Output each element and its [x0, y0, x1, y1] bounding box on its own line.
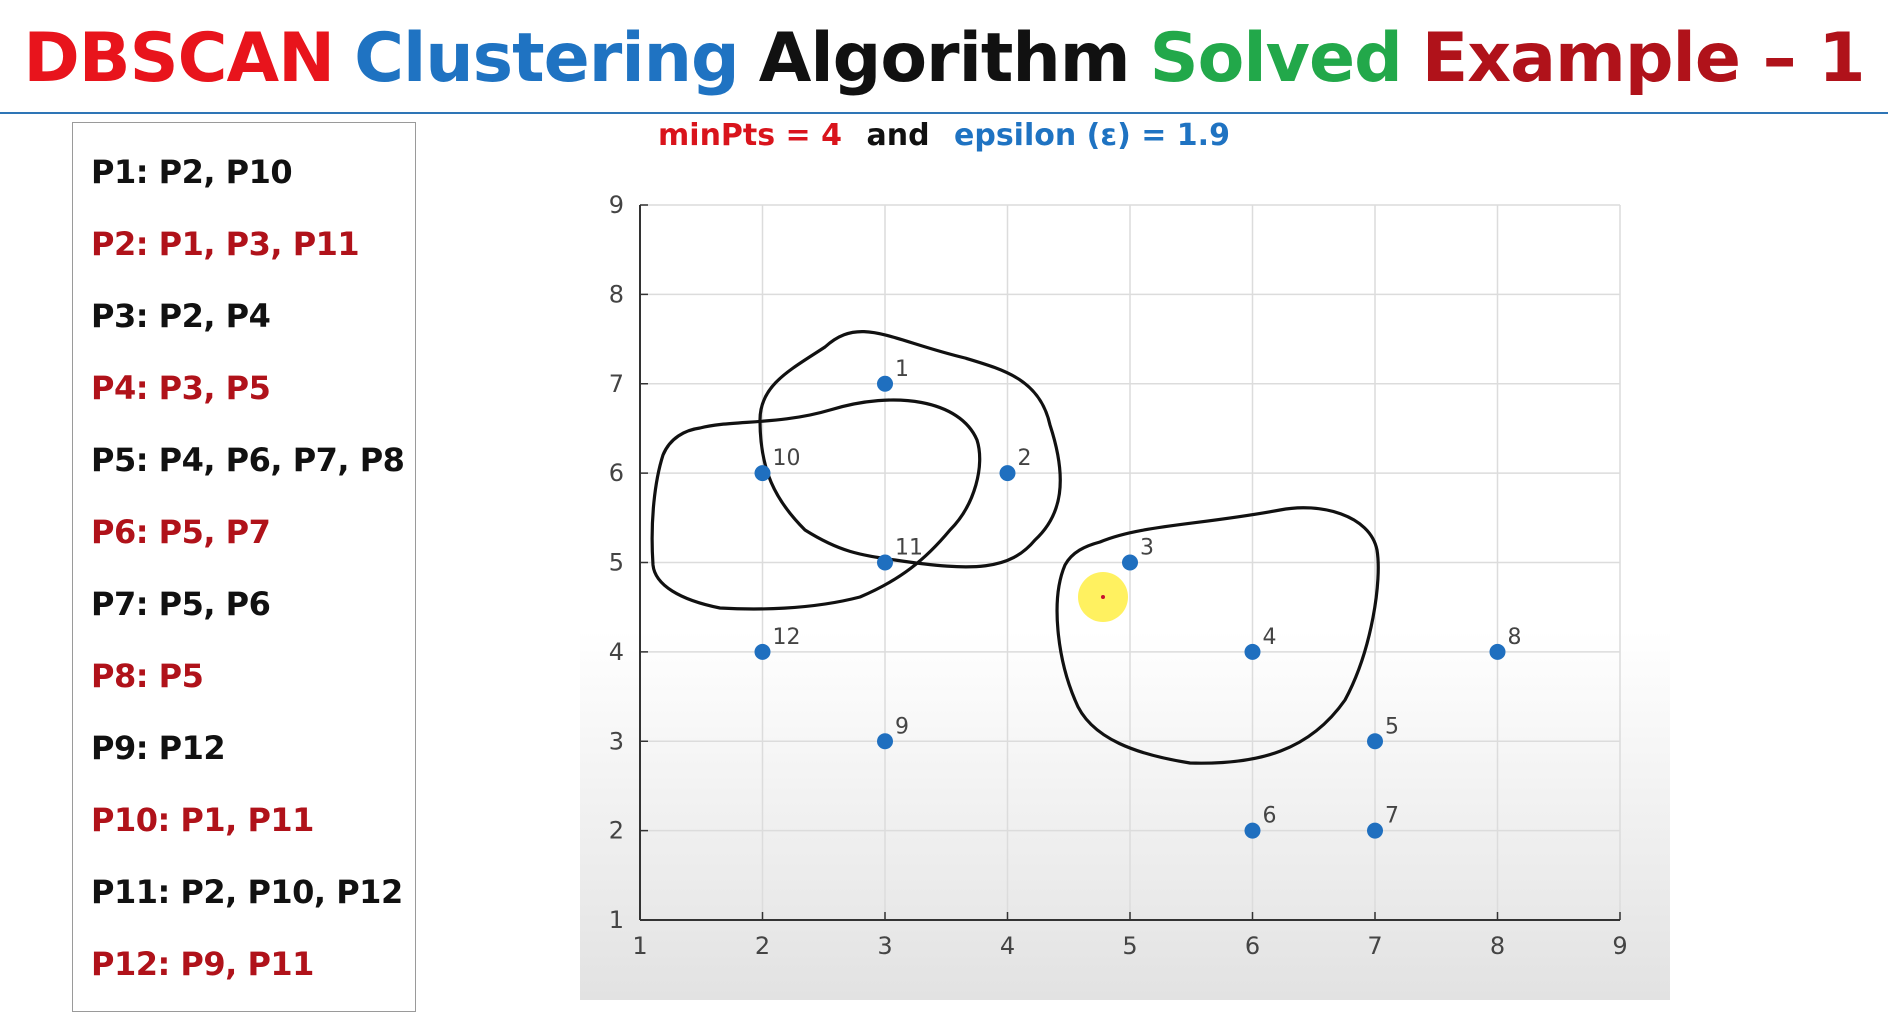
- neighbor-row-p7: P7: P5, P6: [91, 585, 271, 623]
- title-word-4: Solved: [1149, 19, 1403, 98]
- y-tick-label-8: 8: [609, 280, 624, 308]
- point-label-8: 8: [1508, 625, 1522, 650]
- epsilon-value: epsilon (ε) = 1.9: [954, 118, 1230, 153]
- neighbor-row-p3: P3: P2, P4: [91, 297, 271, 335]
- neighbor-row-p9: P9: P12: [91, 729, 226, 767]
- x-tick-label-4: 4: [1000, 932, 1015, 960]
- point-label-1: 1: [895, 357, 909, 382]
- slide-title: DBSCAN Clustering Algorithm Solved Example –…: [0, 14, 1888, 104]
- y-tick-label-4: 4: [609, 638, 624, 666]
- cursor-highlight: [1078, 572, 1128, 622]
- title-word-1: DBSCAN: [23, 19, 335, 98]
- hand-drawn-annotations: [650, 330, 1380, 765]
- point-1: [877, 375, 893, 392]
- point-7: [1367, 822, 1383, 839]
- point-label-3: 3: [1140, 536, 1154, 561]
- y-tick-label-7: 7: [609, 370, 624, 398]
- x-tick-label-8: 8: [1490, 932, 1505, 960]
- neighbor-row-p8: P8: P5: [91, 657, 204, 695]
- point-2: [999, 465, 1016, 482]
- y-tick-label-5: 5: [609, 549, 624, 577]
- point-label-5: 5: [1385, 714, 1399, 739]
- cluster-loop-2: [650, 398, 982, 611]
- point-label-6: 6: [1263, 804, 1277, 829]
- x-tick-label-9: 9: [1612, 932, 1627, 960]
- chart-axes: [639, 204, 1621, 921]
- point-10: [754, 465, 771, 482]
- title-word-2: Clustering: [354, 19, 740, 98]
- title-word-3: Algorithm: [758, 19, 1131, 98]
- parameters-line: minPts = 4 and epsilon (ε) = 1.9: [0, 118, 1888, 153]
- params-and: and: [866, 118, 930, 153]
- point-label-12: 12: [773, 625, 801, 650]
- neighbor-row-p11: P11: P2, P10, P12: [91, 873, 403, 911]
- minpts-value: minPts = 4: [658, 118, 843, 153]
- y-tick-label-6: 6: [609, 459, 624, 487]
- x-tick-label-3: 3: [877, 932, 892, 960]
- y-tick-label-9: 9: [609, 191, 624, 219]
- point-label-4: 4: [1263, 625, 1277, 650]
- title-word-5: Example – 1: [1421, 19, 1866, 98]
- neighbor-row-p5: P5: P4, P6, P7, P8: [91, 441, 405, 479]
- x-tick-label-7: 7: [1367, 932, 1382, 960]
- point-label-11: 11: [895, 536, 923, 561]
- point-label-10: 10: [773, 446, 801, 471]
- neighbor-row-p6: P6: P5, P7: [91, 513, 271, 551]
- neighbor-row-p2: P2: P1, P3, P11: [91, 225, 360, 263]
- point-8: [1489, 643, 1506, 660]
- cluster-loop-1: [758, 330, 1062, 569]
- title-divider: [0, 112, 1888, 114]
- point-label-7: 7: [1385, 804, 1399, 829]
- point-6: [1244, 822, 1261, 839]
- x-tick-label-5: 5: [1122, 932, 1137, 960]
- neighbor-list: P1: P2, P10 P2: P1, P3, P11 P3: P2, P4 P…: [72, 122, 416, 1012]
- neighbor-row-p10: P10: P1, P11: [91, 801, 314, 839]
- neighbor-row-p12: P12: P9, P11: [91, 945, 314, 983]
- point-5: [1367, 733, 1383, 750]
- point-3: [1122, 554, 1138, 571]
- cluster-loop-3: [1055, 506, 1380, 765]
- neighbor-row-p4: P4: P3, P5: [91, 369, 271, 407]
- point-4: [1244, 643, 1261, 660]
- neighbor-row-p1: P1: P2, P10: [91, 153, 293, 191]
- point-label-9: 9: [895, 714, 909, 739]
- y-tick-label-1: 1: [609, 906, 624, 934]
- y-tick-label-2: 2: [609, 817, 624, 845]
- point-label-2: 2: [1018, 446, 1032, 471]
- point-12: [754, 643, 771, 660]
- point-11: [877, 554, 893, 571]
- y-tick-label-3: 3: [609, 727, 624, 755]
- x-tick-label-1: 1: [632, 932, 647, 960]
- x-tick-label-2: 2: [755, 932, 770, 960]
- x-tick-label-6: 6: [1245, 932, 1260, 960]
- point-9: [877, 733, 893, 750]
